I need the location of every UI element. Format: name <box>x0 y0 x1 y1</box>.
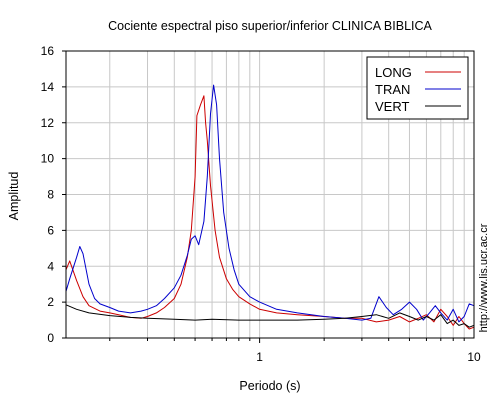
y-tick-label: 14 <box>41 80 55 94</box>
y-tick-label: 2 <box>47 295 54 309</box>
x-tick-label: 1 <box>256 350 263 364</box>
series-line-vert <box>65 304 475 328</box>
y-tick-label: 16 <box>41 44 55 58</box>
y-tick-label: 8 <box>47 188 54 202</box>
legend-label-vert: VERT <box>375 99 409 114</box>
legend-label-long: LONG <box>375 65 412 80</box>
y-tick-label: 0 <box>47 331 54 345</box>
y-tick-label: 6 <box>47 223 54 237</box>
x-axis-label: Periodo (s) <box>239 379 300 393</box>
y-tick-label: 4 <box>47 259 54 273</box>
axis-ticks: 0 2 4 6 8 10 12 14 16 1 10 <box>41 44 481 364</box>
chart-title: Cociente espectral piso superior/inferio… <box>108 19 432 33</box>
y-tick-label: 10 <box>41 152 55 166</box>
series-line-tran <box>65 84 475 323</box>
website-url-text: http://www.lis.ucr.ac.cr <box>478 223 490 332</box>
x-tick-label: 10 <box>467 350 481 364</box>
legend-box <box>366 56 469 120</box>
legend: LONG TRAN VERT <box>366 56 469 120</box>
y-tick-label: 12 <box>41 116 55 130</box>
series-layer <box>65 84 475 330</box>
y-axis-label: Amplitud <box>7 172 21 221</box>
series-line-long <box>65 95 475 330</box>
legend-label-tran: TRAN <box>375 82 410 97</box>
